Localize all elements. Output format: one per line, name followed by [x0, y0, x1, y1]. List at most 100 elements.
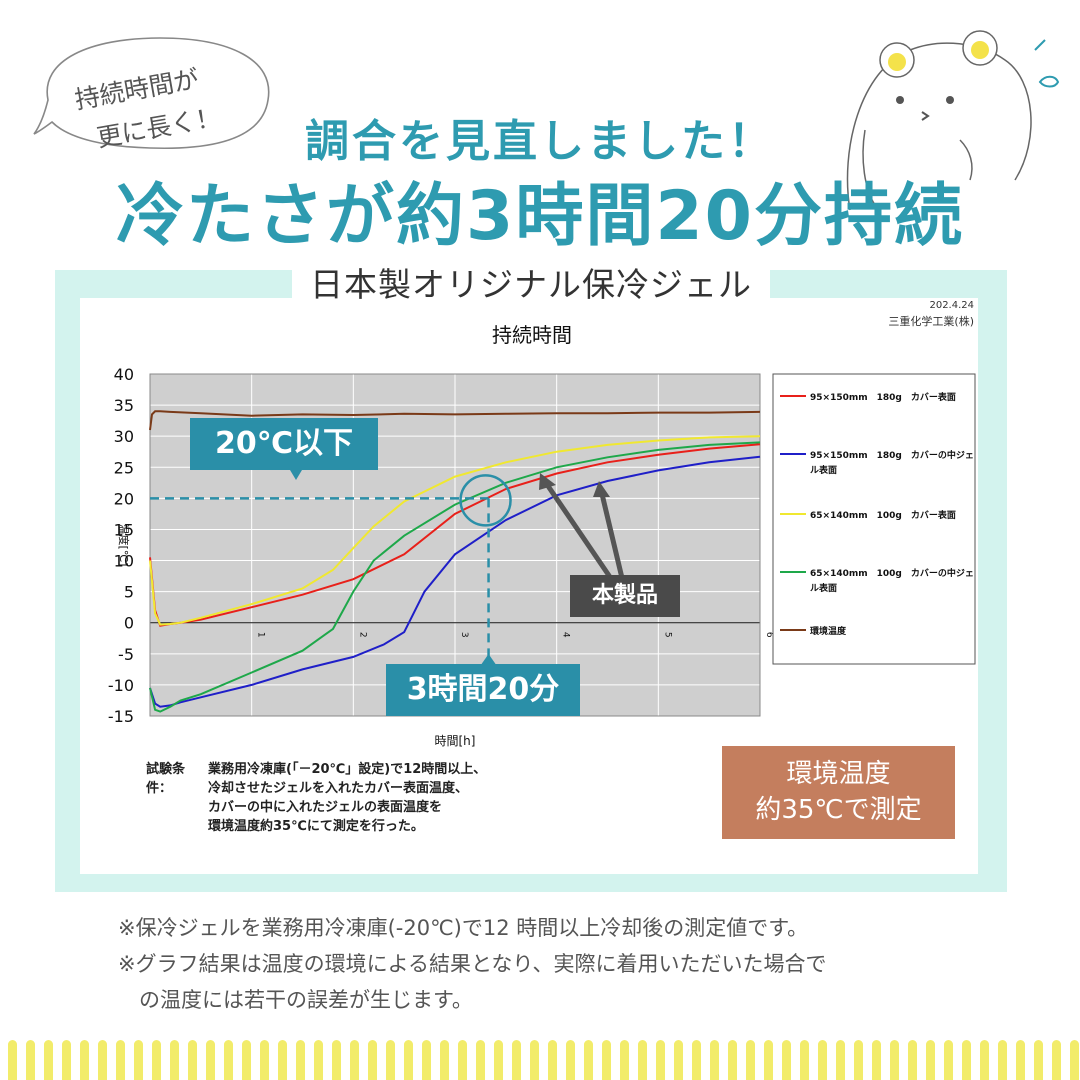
env-line-2: 約35℃で測定	[755, 795, 922, 825]
stripe	[800, 1040, 809, 1080]
footnote-line: ※グラフ結果は温度の環境による結果となり、実際に着用いただいた場合で	[118, 952, 827, 976]
stripe	[980, 1040, 989, 1080]
callout-time: 3時間20分	[386, 664, 580, 716]
stripe	[620, 1040, 629, 1080]
stripe	[116, 1040, 125, 1080]
stripe	[44, 1040, 53, 1080]
callout-pointer-temp	[290, 470, 302, 480]
footnotes: ※保冷ジェルを業務用冷凍庫(-20℃)で12 時間以上冷却後の測定値です。 ※グ…	[118, 910, 827, 1018]
stripe	[386, 1040, 395, 1080]
stripe	[530, 1040, 539, 1080]
stripe	[602, 1040, 611, 1080]
series	[149, 410, 761, 713]
stripe	[296, 1040, 305, 1080]
callout-pointer-time	[481, 654, 496, 664]
stripe	[746, 1040, 755, 1080]
footnote-line: の温度には若干の誤差が生じます。	[118, 988, 473, 1012]
stripe	[692, 1040, 701, 1080]
product-arrows	[539, 473, 625, 582]
x-tick-label: 6	[764, 632, 774, 638]
stripe	[188, 1040, 197, 1080]
stripe	[584, 1040, 593, 1080]
y-tick-label: 0	[124, 614, 134, 633]
stripe	[422, 1040, 431, 1080]
stripe	[458, 1040, 467, 1080]
test-conditions: 試験条件： 業務用冷凍庫(「－20℃」設定)で12時間以上、 冷却させたジェルを…	[146, 760, 486, 836]
chart-title: 持続時間	[492, 323, 572, 347]
speech-bubble: 持続時間が 更に長く！	[30, 30, 280, 160]
test-condition-line: 環境温度約35℃にて測定を行った。	[208, 819, 424, 834]
x-tick-label: 1	[256, 632, 266, 638]
legend-label: 95×150mm 180g カバーの中ジェル表面	[810, 449, 974, 476]
stripe	[1016, 1040, 1025, 1080]
series-line-5	[149, 410, 761, 431]
y-tick-label: 35	[114, 396, 134, 415]
stripe	[404, 1040, 413, 1080]
environment-temperature-box: 環境温度 約35℃で測定	[722, 746, 955, 839]
y-axis-label: 温度[℃]	[117, 524, 131, 567]
stripe	[224, 1040, 233, 1080]
arrow-head-1	[539, 473, 556, 490]
legend: 95×150mm 180g カバー表面 95×150mm 180g カバーの中ジェ…	[780, 391, 974, 637]
series-line-2	[149, 455, 761, 708]
stripe	[494, 1040, 503, 1080]
stripe	[962, 1040, 971, 1080]
arrow-line-1	[543, 481, 615, 582]
legend-label: 65×140mm 100g カバー表面	[810, 509, 956, 521]
stripe	[782, 1040, 791, 1080]
stripe	[674, 1040, 683, 1080]
stripe	[728, 1040, 737, 1080]
stripe	[278, 1040, 287, 1080]
axes: 40 35 30 25 20 15 10 5 0 -5 -10 -15 1 2 3 4 5 6	[108, 365, 774, 726]
stripe	[764, 1040, 773, 1080]
legend-box	[772, 373, 976, 665]
stripe	[890, 1040, 899, 1080]
plot-border	[149, 373, 761, 717]
y-tick-label: 40	[114, 365, 134, 384]
y-tick-label: 10	[114, 552, 134, 571]
legend-label: 95×150mm 180g カバー表面	[810, 391, 956, 403]
stripe	[656, 1040, 665, 1080]
speech-bubble-outline	[33, 37, 270, 150]
stripe	[818, 1040, 827, 1080]
y-tick-label: 15	[114, 520, 134, 539]
test-conditions-lines: 業務用冷凍庫(「－20℃」設定)で12時間以上、 冷却させたジェルを入れたカバー…	[208, 760, 486, 836]
y-tick-label: -10	[108, 676, 134, 695]
env-line-1: 環境温度	[786, 759, 891, 789]
stripe	[260, 1040, 269, 1080]
stripe	[476, 1040, 485, 1080]
stripe	[62, 1040, 71, 1080]
stripe	[1052, 1040, 1061, 1080]
stripe	[548, 1040, 557, 1080]
reference-circle	[459, 474, 512, 527]
stripe	[1034, 1040, 1043, 1080]
stripe	[512, 1040, 521, 1080]
stripe	[926, 1040, 935, 1080]
stripe	[206, 1040, 215, 1080]
heading-main: 冷たさが約3時間20分持続	[116, 177, 964, 256]
stripe	[854, 1040, 863, 1080]
x-tick-label: 2	[357, 632, 367, 638]
stripe	[152, 1040, 161, 1080]
x-tick-label: 3	[459, 632, 469, 638]
y-tick-label: -15	[108, 707, 134, 726]
stripe	[242, 1040, 251, 1080]
stripe	[638, 1040, 647, 1080]
stripe	[8, 1040, 17, 1080]
stripe	[566, 1040, 575, 1080]
source-date: 202.4.24	[929, 300, 974, 311]
test-condition-line: 冷却させたジェルを入れたカバー表面温度、	[208, 781, 469, 796]
stripe	[98, 1040, 107, 1080]
stripe	[350, 1040, 359, 1080]
legend-label: 環境温度	[810, 625, 847, 637]
stripe	[26, 1040, 35, 1080]
stripe	[908, 1040, 917, 1080]
arrow-head-2	[593, 481, 610, 497]
reference-lines	[150, 470, 512, 664]
test-condition-line: カバーの中に入れたジェルの表面温度を	[208, 800, 443, 815]
stripe	[368, 1040, 377, 1080]
y-tick-label: 30	[114, 427, 134, 446]
stripe	[80, 1040, 89, 1080]
callout-product: 本製品	[570, 575, 680, 617]
